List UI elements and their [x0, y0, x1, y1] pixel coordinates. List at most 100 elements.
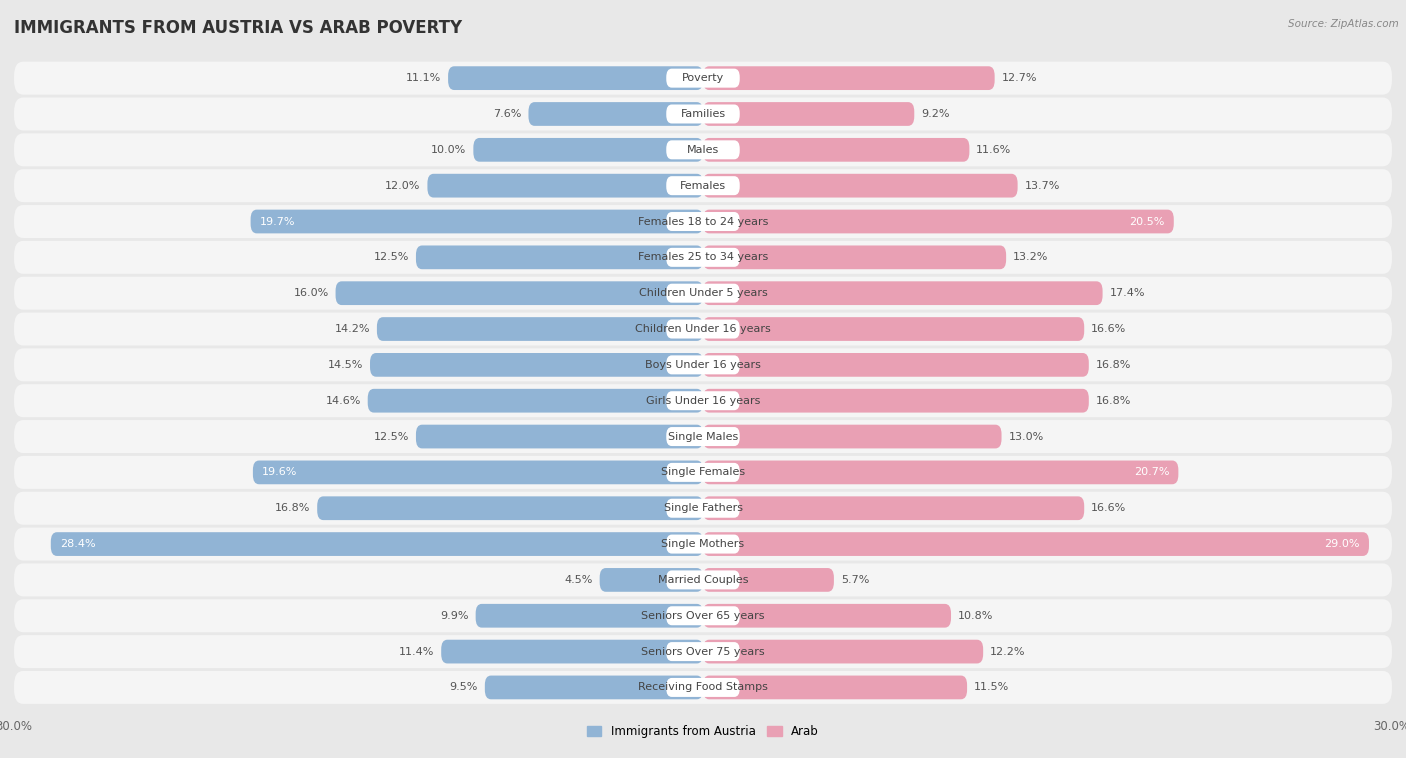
FancyBboxPatch shape — [666, 534, 740, 553]
FancyBboxPatch shape — [666, 248, 740, 267]
Text: Females: Females — [681, 180, 725, 191]
FancyBboxPatch shape — [377, 317, 703, 341]
FancyBboxPatch shape — [703, 66, 994, 90]
FancyBboxPatch shape — [599, 568, 703, 592]
FancyBboxPatch shape — [370, 353, 703, 377]
FancyBboxPatch shape — [14, 492, 1392, 525]
Text: 13.0%: 13.0% — [1008, 431, 1043, 442]
Text: 16.6%: 16.6% — [1091, 324, 1126, 334]
Text: 17.4%: 17.4% — [1109, 288, 1144, 298]
Text: 9.2%: 9.2% — [921, 109, 949, 119]
FancyBboxPatch shape — [14, 169, 1392, 202]
FancyBboxPatch shape — [14, 61, 1392, 95]
FancyBboxPatch shape — [416, 246, 703, 269]
FancyBboxPatch shape — [485, 675, 703, 700]
FancyBboxPatch shape — [14, 277, 1392, 310]
Text: Single Males: Single Males — [668, 431, 738, 442]
Text: 12.2%: 12.2% — [990, 647, 1025, 656]
FancyBboxPatch shape — [703, 568, 834, 592]
Text: Children Under 5 years: Children Under 5 years — [638, 288, 768, 298]
FancyBboxPatch shape — [253, 461, 703, 484]
FancyBboxPatch shape — [529, 102, 703, 126]
FancyBboxPatch shape — [666, 356, 740, 374]
FancyBboxPatch shape — [14, 349, 1392, 381]
FancyBboxPatch shape — [703, 675, 967, 700]
FancyBboxPatch shape — [666, 606, 740, 625]
Text: 29.0%: 29.0% — [1324, 539, 1360, 549]
FancyBboxPatch shape — [14, 98, 1392, 130]
FancyBboxPatch shape — [666, 463, 740, 482]
Text: Girls Under 16 years: Girls Under 16 years — [645, 396, 761, 406]
FancyBboxPatch shape — [703, 461, 1178, 484]
FancyBboxPatch shape — [666, 678, 740, 697]
FancyBboxPatch shape — [14, 671, 1392, 704]
FancyBboxPatch shape — [14, 420, 1392, 453]
FancyBboxPatch shape — [703, 389, 1088, 412]
Legend: Immigrants from Austria, Arab: Immigrants from Austria, Arab — [582, 720, 824, 743]
FancyBboxPatch shape — [336, 281, 703, 305]
FancyBboxPatch shape — [14, 205, 1392, 238]
FancyBboxPatch shape — [703, 246, 1007, 269]
FancyBboxPatch shape — [666, 176, 740, 195]
FancyBboxPatch shape — [14, 528, 1392, 561]
FancyBboxPatch shape — [666, 499, 740, 518]
Text: 19.6%: 19.6% — [262, 468, 298, 478]
Text: 11.1%: 11.1% — [406, 74, 441, 83]
Text: Females 25 to 34 years: Females 25 to 34 years — [638, 252, 768, 262]
Text: 14.6%: 14.6% — [325, 396, 361, 406]
Text: 12.5%: 12.5% — [374, 431, 409, 442]
FancyBboxPatch shape — [14, 133, 1392, 166]
FancyBboxPatch shape — [250, 210, 703, 233]
Text: 11.4%: 11.4% — [399, 647, 434, 656]
Text: 9.9%: 9.9% — [440, 611, 468, 621]
FancyBboxPatch shape — [703, 532, 1369, 556]
FancyBboxPatch shape — [14, 563, 1392, 597]
FancyBboxPatch shape — [416, 424, 703, 449]
Text: Boys Under 16 years: Boys Under 16 years — [645, 360, 761, 370]
Text: 14.5%: 14.5% — [328, 360, 363, 370]
Text: 4.5%: 4.5% — [564, 575, 593, 585]
Text: 12.5%: 12.5% — [374, 252, 409, 262]
Text: Married Couples: Married Couples — [658, 575, 748, 585]
Text: 13.7%: 13.7% — [1025, 180, 1060, 191]
Text: 20.7%: 20.7% — [1133, 468, 1170, 478]
Text: Families: Families — [681, 109, 725, 119]
Text: 5.7%: 5.7% — [841, 575, 869, 585]
Text: 19.7%: 19.7% — [260, 217, 295, 227]
FancyBboxPatch shape — [666, 571, 740, 590]
Text: Single Mothers: Single Mothers — [661, 539, 745, 549]
FancyBboxPatch shape — [666, 140, 740, 159]
FancyBboxPatch shape — [703, 174, 1018, 198]
Text: Receiving Food Stamps: Receiving Food Stamps — [638, 682, 768, 692]
FancyBboxPatch shape — [703, 604, 950, 628]
FancyBboxPatch shape — [14, 241, 1392, 274]
FancyBboxPatch shape — [474, 138, 703, 161]
FancyBboxPatch shape — [14, 600, 1392, 632]
Text: Females 18 to 24 years: Females 18 to 24 years — [638, 217, 768, 227]
Text: Poverty: Poverty — [682, 74, 724, 83]
FancyBboxPatch shape — [368, 389, 703, 412]
Text: 16.6%: 16.6% — [1091, 503, 1126, 513]
Text: Seniors Over 65 years: Seniors Over 65 years — [641, 611, 765, 621]
Text: Seniors Over 75 years: Seniors Over 75 years — [641, 647, 765, 656]
FancyBboxPatch shape — [14, 456, 1392, 489]
FancyBboxPatch shape — [14, 384, 1392, 417]
FancyBboxPatch shape — [703, 640, 983, 663]
Text: 20.5%: 20.5% — [1129, 217, 1164, 227]
FancyBboxPatch shape — [666, 427, 740, 446]
Text: 12.0%: 12.0% — [385, 180, 420, 191]
Text: 7.6%: 7.6% — [494, 109, 522, 119]
FancyBboxPatch shape — [703, 138, 969, 161]
Text: 14.2%: 14.2% — [335, 324, 370, 334]
FancyBboxPatch shape — [318, 496, 703, 520]
Text: 16.8%: 16.8% — [276, 503, 311, 513]
FancyBboxPatch shape — [703, 210, 1174, 233]
FancyBboxPatch shape — [14, 312, 1392, 346]
FancyBboxPatch shape — [666, 105, 740, 124]
FancyBboxPatch shape — [427, 174, 703, 198]
Text: 10.0%: 10.0% — [432, 145, 467, 155]
Text: 16.0%: 16.0% — [294, 288, 329, 298]
FancyBboxPatch shape — [703, 496, 1084, 520]
Text: 28.4%: 28.4% — [60, 539, 96, 549]
FancyBboxPatch shape — [703, 102, 914, 126]
